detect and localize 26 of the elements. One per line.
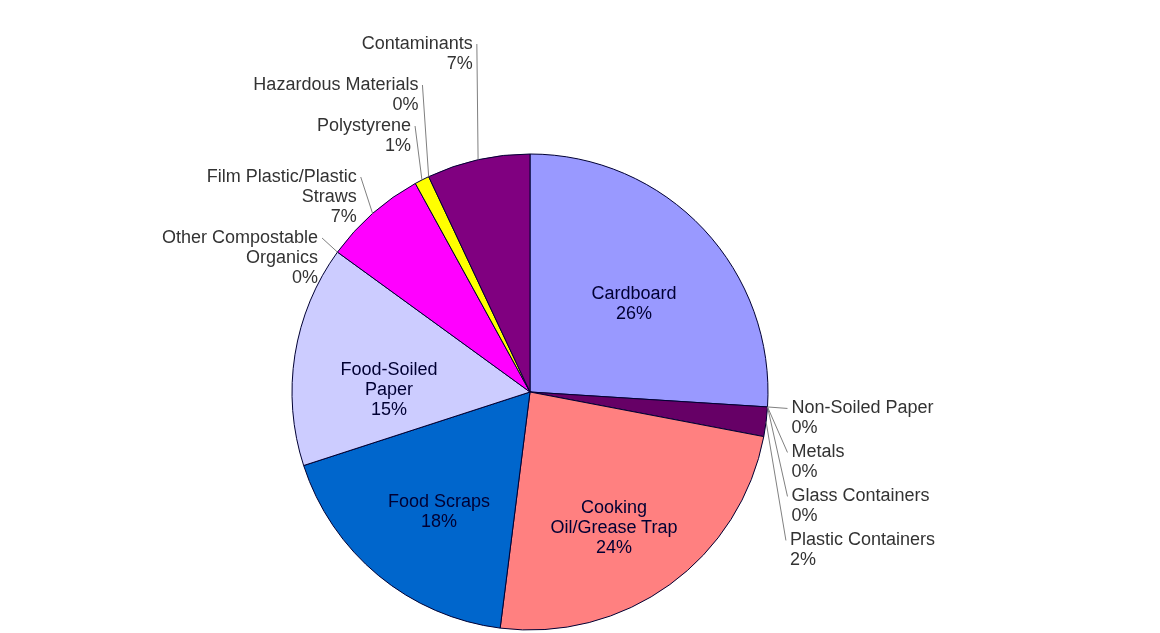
- text: 0%: [791, 461, 818, 482]
- slice-label: Cardboard: [591, 283, 677, 304]
- text: 0%: [791, 505, 818, 526]
- slice-label: Cooking Oil/Grease Trap: [550, 496, 678, 537]
- slice-label: Food Scraps: [387, 491, 491, 512]
- slice-label: Film Plastic/Plastic Straws: [206, 166, 357, 206]
- data-label: 18%: [420, 511, 457, 532]
- data-label: 2%: [789, 549, 816, 570]
- category-label: Metals: [791, 441, 845, 462]
- slice-label: Contaminants: [361, 33, 473, 53]
- text: 0%: [392, 94, 419, 114]
- data-label: 7%: [446, 53, 473, 73]
- category-label: Other Compostable Organics: [161, 227, 319, 267]
- category-label: Glass Containers: [791, 485, 930, 506]
- data-label: 24%: [595, 536, 632, 557]
- text: 0%: [292, 267, 319, 287]
- data-label: 1%: [385, 135, 412, 155]
- data-label: 7%: [330, 206, 357, 226]
- text: 0%: [791, 417, 818, 438]
- legend-label: Non-Soiled Paper: [791, 397, 934, 418]
- slice-label: Food-Soiled Paper: [340, 358, 438, 399]
- data-label: 15%: [370, 398, 407, 419]
- category-label: Hazardous Materials: [253, 74, 419, 94]
- slice-label: Polystyrene: [317, 115, 412, 135]
- data-label: 26%: [616, 303, 653, 324]
- slice-label: Plastic Containers: [789, 529, 936, 550]
